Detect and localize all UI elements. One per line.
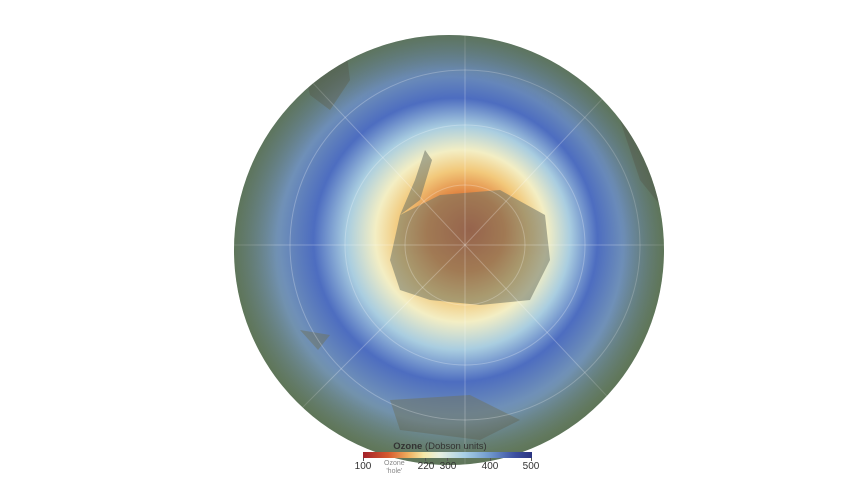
tick-label: 400	[481, 461, 499, 472]
ozone-hole-label: Ozone'hole'	[384, 460, 405, 475]
tick-label: 220	[417, 461, 435, 472]
color-legend: Ozone (Dobson units) 100 220 300 400 500…	[340, 441, 540, 486]
tick-label: 300	[439, 461, 457, 472]
legend-colorbar	[363, 452, 532, 458]
tick-label: 100	[354, 461, 372, 472]
tick-label: 500	[522, 461, 540, 472]
legend-title: Ozone (Dobson units)	[393, 441, 487, 452]
